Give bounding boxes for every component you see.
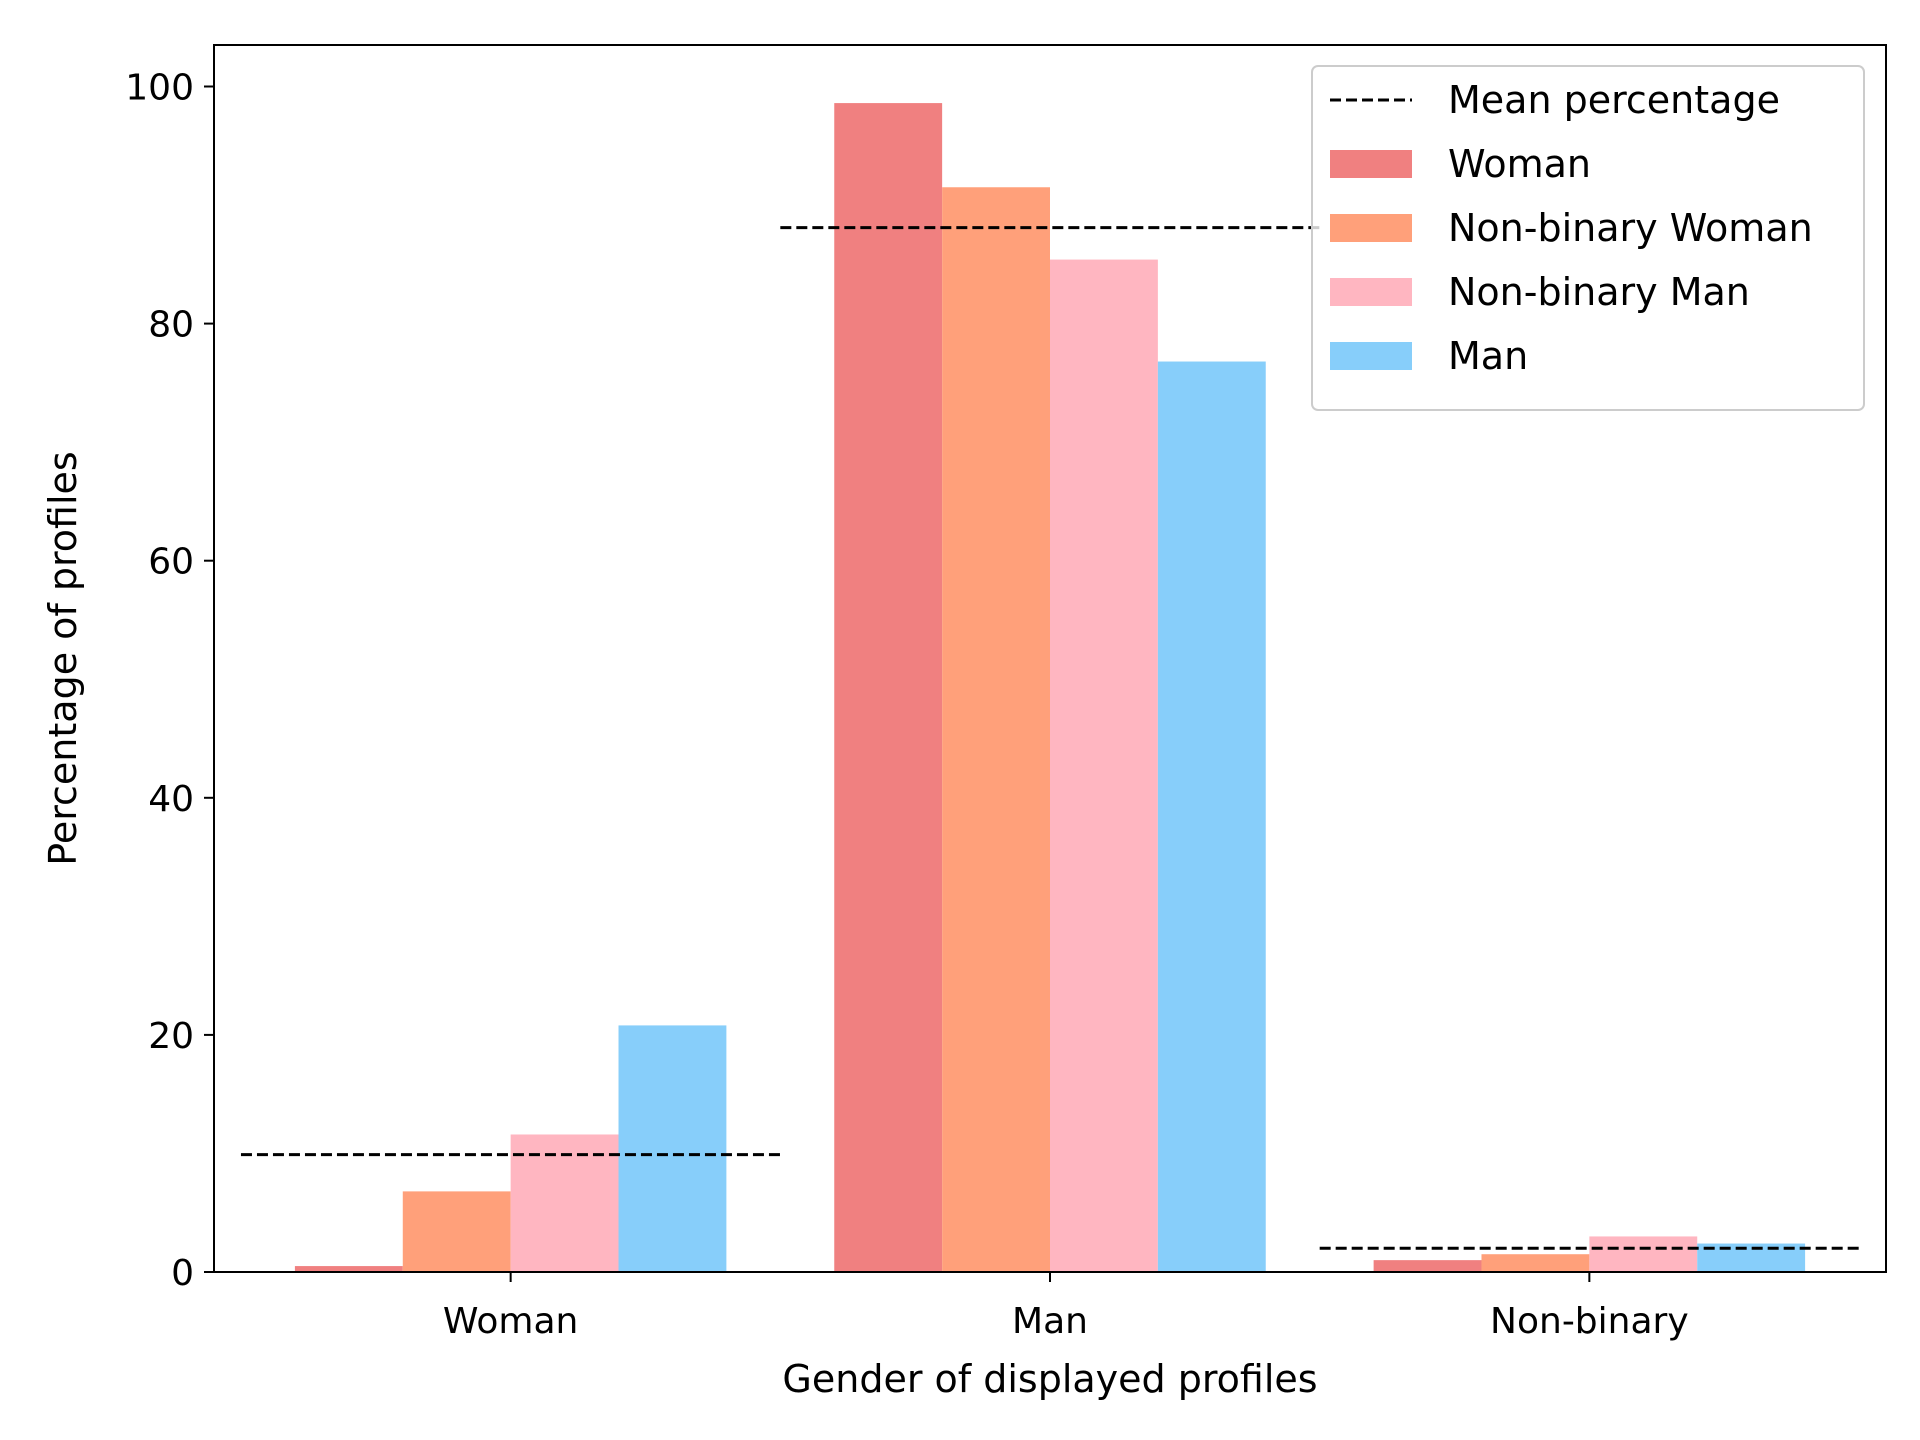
legend-swatch-woman	[1330, 150, 1412, 178]
y-tick-label: 40	[148, 779, 194, 820]
bar-man-woman	[618, 1025, 727, 1272]
bar-woman-non-binary	[1373, 1260, 1482, 1272]
bar-non-binary-woman-man	[942, 187, 1050, 1272]
x-axis: Woman Man Non-binary	[443, 1272, 1689, 1342]
bar-non-binary-man-non-binary	[1589, 1236, 1698, 1272]
y-axis: 0 20 40 60 80 100	[125, 67, 214, 1294]
y-tick-label: 20	[148, 1016, 194, 1057]
mean-lines-layer	[240, 226, 1860, 1250]
y-tick-label: 0	[171, 1253, 194, 1294]
bar-non-binary-woman-woman	[402, 1191, 511, 1272]
legend-label-non-binary-woman: Non-binary Woman	[1448, 206, 1813, 250]
bar-man-man	[1157, 361, 1266, 1273]
legend-swatch-man	[1330, 342, 1412, 370]
legend: Mean percentage Woman Non-binary Woman Non-…	[1311, 65, 1865, 411]
legend-label-woman: Woman	[1448, 142, 1591, 186]
x-tick-label: Non-binary	[1490, 1301, 1689, 1342]
bar-woman-man	[834, 103, 943, 1273]
bar-non-binary-woman-non-binary	[1481, 1254, 1590, 1272]
y-axis-label: Percentage of profiles	[41, 451, 85, 865]
legend-label-man: Man	[1448, 334, 1528, 378]
y-tick-label: 80	[148, 305, 194, 346]
x-tick-label: Man	[1012, 1301, 1088, 1342]
legend-frame	[1311, 65, 1865, 411]
legend-label-mean-percentage: Mean percentage	[1448, 78, 1780, 122]
bar-non-binary-man-man	[1050, 259, 1158, 1273]
x-tick-label: Woman	[443, 1301, 578, 1342]
y-tick-label: 100	[125, 67, 194, 108]
bars-layer	[294, 103, 1806, 1273]
y-tick-label: 60	[148, 542, 194, 583]
bar-woman-woman	[294, 1266, 403, 1272]
legend-swatch-non-binary-woman	[1330, 214, 1412, 242]
bar-non-binary-man-woman	[510, 1134, 619, 1272]
legend-swatch-non-binary-man	[1330, 278, 1412, 306]
x-axis-label: Gender of displayed profiles	[782, 1357, 1317, 1401]
legend-label-non-binary-man: Non-binary Man	[1448, 270, 1750, 314]
